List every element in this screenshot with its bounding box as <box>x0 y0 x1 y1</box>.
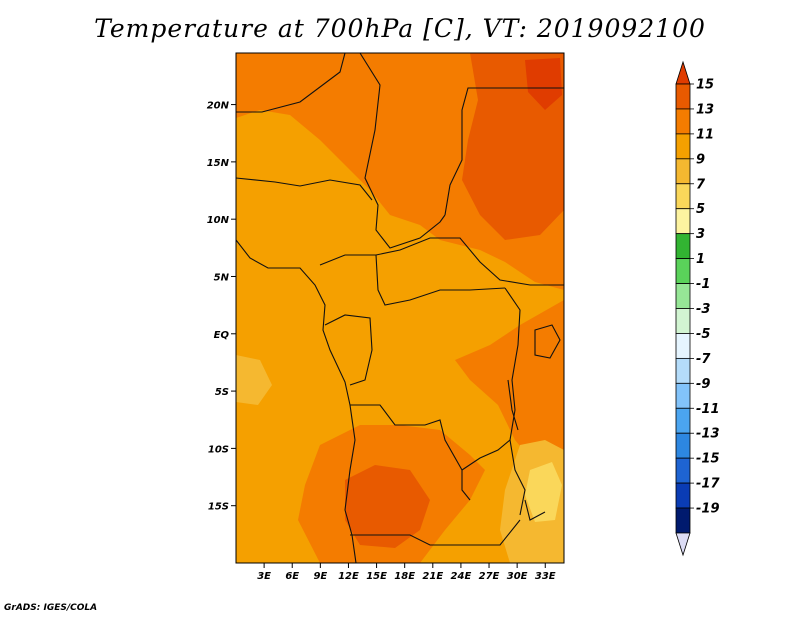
border-congo-north <box>319 254 506 306</box>
colorbar-label: -9 <box>696 377 710 392</box>
lat-tick-label: 10S <box>208 444 229 455</box>
lon-tick-label: 27E <box>479 571 500 582</box>
colorbar-swatch <box>675 308 691 334</box>
lon-tick-label: 18E <box>394 571 415 582</box>
colorbar-top-triangle <box>675 60 691 85</box>
border-zambia <box>461 439 511 471</box>
colorbar-label: 13 <box>696 102 714 117</box>
colorbar-swatch <box>675 457 691 484</box>
colorbar-swatch <box>675 482 691 509</box>
colorbar-label: -11 <box>696 402 720 417</box>
colorbar-label: -13 <box>696 427 720 442</box>
colorbar-label: 7 <box>696 177 706 192</box>
border-namibia <box>350 519 521 546</box>
lon-tick-label: 15E <box>366 571 387 582</box>
lon-tick-label: 24E <box>451 571 472 582</box>
lon-tick-label: 3E <box>257 571 271 582</box>
colorbar-label: -17 <box>696 477 720 492</box>
colorbar-label: 1 <box>696 252 705 267</box>
border-sudan <box>444 87 564 216</box>
border-sahel <box>236 177 373 201</box>
colorbar-swatch <box>675 432 691 459</box>
colorbar-swatch <box>675 233 691 260</box>
map-frame <box>235 52 565 564</box>
border-lake-victoria <box>534 324 561 359</box>
temperature-field <box>236 53 564 563</box>
lat-tick-label: 20N <box>207 101 230 112</box>
colorbar-label: 15 <box>696 78 714 93</box>
colorbar-swatch <box>675 382 691 409</box>
colorbar: 15 13 11 9 7 5 3 1 -1 -3 -5 -7 -9 -11 -13 -15 -17 -19 <box>675 60 720 557</box>
colorbar-label: -15 <box>696 452 720 467</box>
colorbar-swatch <box>675 183 691 210</box>
colorbar-label: -1 <box>696 277 710 292</box>
field-cool-west <box>236 355 272 405</box>
colorbar-swatch <box>675 208 691 235</box>
border-lake-tanganyika <box>507 379 519 431</box>
colorbar-bottom-triangle <box>675 532 691 557</box>
colorbar-swatch <box>675 333 691 359</box>
colorbar-swatch <box>675 507 691 534</box>
map-title: Temperature at 700hPa [C], VT: 201909210… <box>94 14 706 43</box>
border-north <box>236 53 346 113</box>
colorbar-swatch <box>675 357 691 384</box>
colorbar-swatch <box>675 133 691 160</box>
border-west-coast <box>236 239 357 563</box>
colorbar-label: 5 <box>696 202 705 217</box>
colorbar-label: 3 <box>696 227 705 242</box>
colorbar-swatch <box>675 283 691 309</box>
border-great-lakes <box>504 287 526 516</box>
lon-tick-label: 9E <box>313 571 327 582</box>
colorbar-label: -3 <box>696 302 710 317</box>
lat-tick-label: 5S <box>215 387 229 398</box>
field-coolest-southeast <box>525 462 562 522</box>
colorbar-label: -7 <box>696 352 711 367</box>
longitude-axis: 3E 6E 9E 12E 15E 18E 21E 24E 27E 30E 33E <box>257 563 556 582</box>
colorbar-swatch <box>675 258 691 284</box>
field-hot-south <box>345 465 430 548</box>
lat-tick-label: 15S <box>208 502 229 513</box>
lat-tick-label: 15N <box>207 158 230 169</box>
lon-tick-label: 12E <box>338 571 359 582</box>
border-chad-east <box>359 53 446 249</box>
latitude-axis: 20N 15N 10N 5N EQ 5S 10S 15S <box>207 101 236 513</box>
grads-credit: GrADS: IGES/COLA <box>4 603 98 613</box>
lat-tick-label: 5N <box>214 272 230 283</box>
colorbar-label: -19 <box>696 502 720 517</box>
lon-tick-label: 33E <box>535 571 556 582</box>
colorbar-label: 11 <box>696 127 714 142</box>
colorbar-label: 9 <box>696 152 705 167</box>
border-gabon <box>324 314 373 386</box>
colorbar-swatch <box>675 158 691 185</box>
colorbar-swatch <box>675 407 691 434</box>
colorbar-label: -5 <box>696 327 710 342</box>
lat-tick-label: EQ <box>214 330 230 341</box>
border-angola <box>350 404 471 501</box>
lon-tick-label: 6E <box>285 571 299 582</box>
lon-tick-label: 21E <box>422 571 443 582</box>
border-lake-malawi <box>524 499 546 521</box>
field-hottest-northeast <box>525 58 562 110</box>
border-car <box>375 237 564 286</box>
colorbar-swatch <box>675 83 691 110</box>
colorbar-swatch <box>675 108 691 135</box>
lon-tick-label: 30E <box>507 571 528 582</box>
lat-tick-label: 10N <box>207 215 230 226</box>
country-borders <box>236 53 564 563</box>
